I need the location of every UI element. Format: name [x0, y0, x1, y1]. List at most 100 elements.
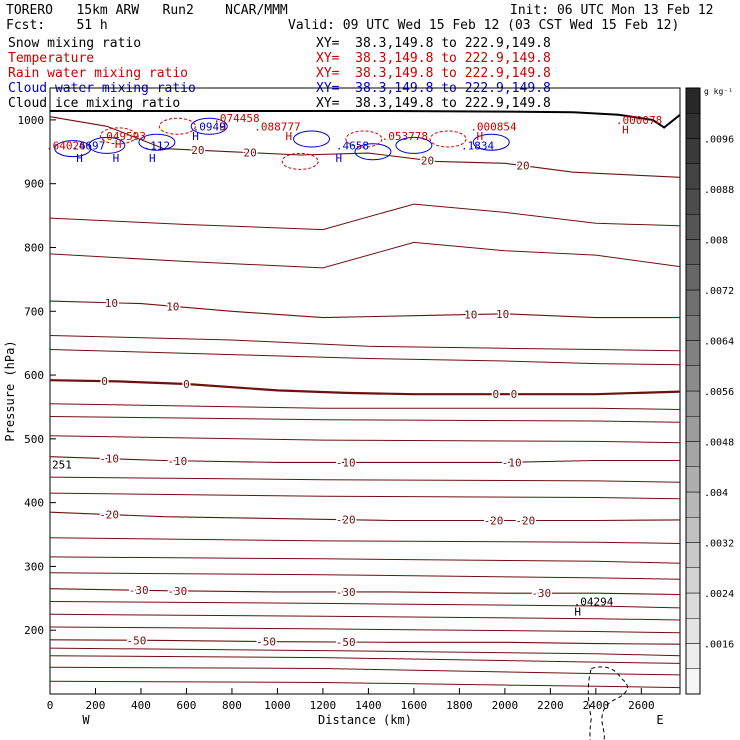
colorbar-label: .004 — [704, 488, 728, 499]
max-value-label: .112 — [144, 139, 171, 152]
x-tick-label: 2600 — [628, 699, 655, 712]
colorbar-label: .0088 — [704, 185, 734, 196]
temperature-label: 10 — [166, 300, 179, 313]
max-marker: H — [477, 130, 484, 143]
mixing-ratio-contour — [429, 130, 467, 148]
colorbar-band — [685, 264, 701, 291]
max-value-label: .000078 — [616, 114, 662, 127]
colorbar-band — [685, 416, 701, 442]
colorbar-frame — [685, 87, 701, 695]
temperature-label: 0 — [183, 378, 190, 391]
mixing-ratio-contour — [138, 133, 176, 151]
max-value-label: .4658 — [336, 139, 369, 152]
colorbar-band — [685, 188, 701, 215]
max-value-label: .049593 — [100, 130, 146, 143]
isotherm-line — [49, 655, 681, 664]
temperature-label: 10 — [496, 308, 509, 321]
temperature-label: -10 — [336, 456, 356, 469]
colorbar-band — [685, 592, 701, 619]
isotherm-line — [49, 626, 681, 634]
x-tick-label: 600 — [177, 699, 197, 712]
isotherm-line — [49, 403, 681, 410]
max-marker: H — [220, 120, 227, 133]
temperature-label: -20 — [99, 509, 119, 522]
mixing-ratio-contour — [190, 117, 228, 135]
y-tick-label: 700 — [24, 305, 44, 318]
forecast-hour: Fcst: 51 h — [6, 18, 108, 33]
max-marker: H — [192, 130, 199, 143]
colorbar-label: .0048 — [704, 438, 734, 449]
edge-value-label: 251 — [52, 458, 72, 471]
colorbar-label: .008 — [704, 236, 728, 247]
x-tick-label: 0 — [47, 699, 54, 712]
field-title-temperature: Temperature — [8, 51, 95, 66]
field-xy-cloud-ice: XY= 38.3,149.8 to 222.9,149.8 — [316, 96, 551, 111]
colorbar-band — [685, 340, 701, 366]
temperature-contour — [49, 379, 681, 396]
y-tick-label: 600 — [24, 369, 44, 382]
init-time: Init: 06 UTC Mon 13 Feb 12 — [510, 3, 714, 18]
east-label: E — [656, 713, 663, 727]
x-tick-label: 400 — [131, 699, 151, 712]
x-axis-title: Distance (km) — [318, 713, 412, 727]
max-value-label: .0949 — [193, 120, 226, 133]
temperature-label: 20 — [516, 160, 529, 173]
colorbar-label: .0056 — [704, 387, 734, 398]
x-tick-label: 1800 — [446, 699, 473, 712]
isotherm-line — [49, 435, 681, 444]
temperature-label: 10 — [464, 309, 477, 322]
isotherm-line — [49, 537, 681, 544]
isotherm-line — [49, 241, 681, 269]
temperature-contour — [49, 639, 681, 645]
isotherm-line — [49, 601, 681, 609]
x-tick-label: 1400 — [355, 699, 382, 712]
isotherm-line — [49, 492, 681, 500]
colorbar-band — [685, 643, 701, 669]
colorbar-band — [685, 87, 701, 114]
colorbar-band — [685, 289, 701, 316]
temperature-label: -50 — [256, 636, 276, 649]
isotherm-line — [49, 335, 681, 352]
colorbar-band — [685, 668, 701, 695]
max-value-label: .4697 — [72, 139, 105, 152]
max-marker: H — [149, 152, 156, 165]
colorbar-band — [685, 365, 701, 392]
isotherm-line — [49, 556, 681, 564]
colorbar-band — [685, 239, 701, 265]
max-marker: H — [285, 130, 292, 143]
isotherm-line — [49, 666, 681, 676]
max-marker: H — [574, 606, 581, 619]
colorbar-band — [685, 542, 701, 568]
temperature-label: 0 — [511, 388, 518, 401]
temperature-contour — [49, 456, 680, 463]
colorbar-label: .0016 — [704, 640, 734, 651]
temperature-label: -10 — [167, 455, 187, 468]
temperature-label: -10 — [502, 456, 522, 469]
x-tick-label: 2000 — [492, 699, 519, 712]
field-title-rain: Rain water mixing ratio — [8, 66, 189, 81]
x-tick-label: 2200 — [537, 699, 564, 712]
colorbar-unit: g kg⁻¹ — [704, 87, 733, 96]
max-marker: H — [622, 123, 629, 136]
mixing-ratio-contour — [99, 127, 137, 145]
isotherm-line — [49, 613, 681, 621]
valid-time: Valid: 09 UTC Wed 15 Feb 12 (03 CST Wed … — [288, 18, 680, 33]
colorbar-band — [685, 567, 701, 594]
colorbar-band — [685, 466, 701, 493]
colorbar-label: .0064 — [704, 337, 734, 348]
field-title-cloud-ice: Cloud ice mixing ratio — [8, 96, 181, 111]
colorbar-band — [685, 138, 701, 164]
max-value-label: .04294 — [574, 596, 614, 609]
temperature-label: -50 — [126, 634, 146, 647]
colorbar-band — [685, 315, 701, 341]
temperature-label: 10 — [105, 297, 118, 310]
max-marker: H — [115, 138, 122, 151]
mixing-ratio-contour — [472, 133, 510, 151]
y-axis-title: Pressure (hPa) — [3, 340, 17, 441]
mixing-ratio-contour — [293, 130, 331, 148]
temperature-label: 20 — [244, 147, 257, 160]
x-tick-label: 1200 — [310, 699, 337, 712]
colorbar-label: .0072 — [704, 286, 734, 297]
temperature-label: 20 — [421, 154, 434, 167]
isotherm-line — [49, 349, 681, 366]
